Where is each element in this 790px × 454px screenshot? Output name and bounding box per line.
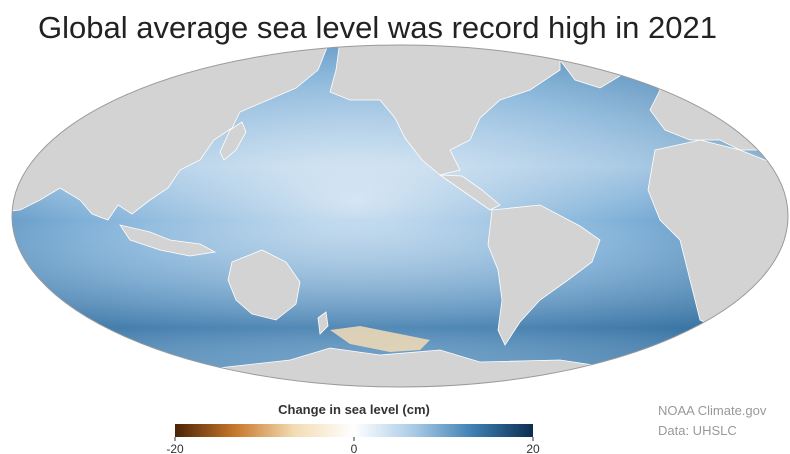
globe-outline [11, 44, 789, 388]
credit: NOAA Climate.gov [658, 403, 767, 418]
land-australia [227, 249, 301, 321]
land-indonesia [119, 224, 217, 257]
land-antarctica [12, 347, 788, 387]
land-nz [317, 311, 329, 335]
land-japan [219, 121, 247, 161]
colorbar-label: Change in sea level (cm) [278, 402, 430, 417]
map-title: Global average sea level was record high… [38, 10, 717, 45]
credit: Data: UHSLC [658, 423, 737, 438]
land-south-america [487, 204, 601, 346]
colorbar-tick-label: 0 [351, 442, 358, 454]
land-central-america [438, 174, 501, 211]
colorbar [175, 424, 533, 437]
warm-patch [330, 326, 430, 352]
globe [12, 45, 788, 387]
land-north-america [329, 45, 561, 176]
colorbar-tick-label: 20 [526, 442, 540, 454]
colorbar-tick-label: -20 [166, 442, 184, 454]
